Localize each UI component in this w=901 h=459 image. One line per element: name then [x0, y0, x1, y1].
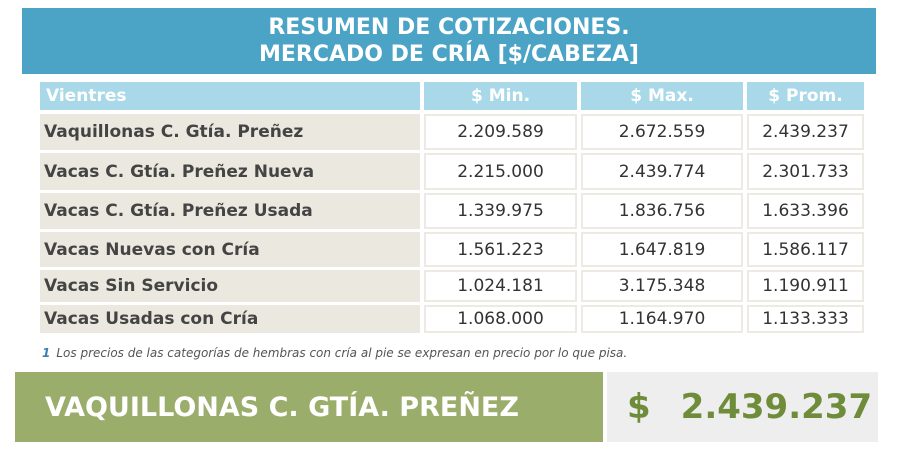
- header: RESUMEN DE COTIZACIONES. MERCADO DE CRÍA…: [22, 8, 876, 74]
- cell-value: 2.439.774: [581, 153, 743, 190]
- cell-value: 2.672.559: [581, 114, 743, 150]
- highlight-label: VAQUILLONAS C. GTÍA. PREÑEZ: [15, 372, 603, 442]
- cell-value: 2.301.733: [747, 153, 864, 190]
- cell-value: 1.190.911: [747, 270, 864, 302]
- cell-value: 2.209.589: [424, 114, 577, 150]
- footnote: 1 Los precios de las categorías de hembra…: [42, 346, 627, 360]
- row-label: Vaquillonas C. Gtía. Preñez: [40, 114, 420, 150]
- title-line: MERCADO DE CRÍA [$/CABEZA]: [259, 42, 639, 67]
- row-label: Vacas Usadas con Cría: [40, 305, 420, 333]
- row-label: Vacas C. Gtía. Preñez Usada: [40, 193, 420, 229]
- highlight-currency: $: [627, 387, 651, 427]
- row-label: Vacas Nuevas con Cría: [40, 232, 420, 267]
- column-header: $ Min.: [424, 82, 577, 110]
- footnote-marker: 1: [42, 346, 51, 360]
- cell-value: 1.164.970: [581, 305, 743, 333]
- cell-value: 1.024.181: [424, 270, 577, 302]
- cell-value: 2.215.000: [424, 153, 577, 190]
- cell-value: 1.647.819: [581, 232, 743, 267]
- cell-value: 3.175.348: [581, 270, 743, 302]
- row-label: Vacas Sin Servicio: [40, 270, 420, 302]
- cell-value: 1.133.333: [747, 305, 864, 333]
- title-line: RESUMEN DE COTIZACIONES.: [268, 15, 630, 40]
- footnote-text: Los precios de las categorías de hembras…: [56, 346, 628, 360]
- column-header: $ Prom.: [747, 82, 864, 110]
- row-label: Vacas C. Gtía. Preñez Nueva: [40, 153, 420, 190]
- highlight-value: 2.439.237: [680, 387, 873, 427]
- cell-value: 2.439.237: [747, 114, 864, 150]
- highlight-value-box: $2.439.237: [607, 372, 878, 442]
- cell-value: 1.633.396: [747, 193, 864, 229]
- cell-value: 1.836.756: [581, 193, 743, 229]
- cell-value: 1.561.223: [424, 232, 577, 267]
- cell-value: 1.068.000: [424, 305, 577, 333]
- cell-value: 1.586.117: [747, 232, 864, 267]
- column-header: Vientres: [40, 82, 420, 110]
- cell-value: 1.339.975: [424, 193, 577, 229]
- column-header: $ Max.: [581, 82, 743, 110]
